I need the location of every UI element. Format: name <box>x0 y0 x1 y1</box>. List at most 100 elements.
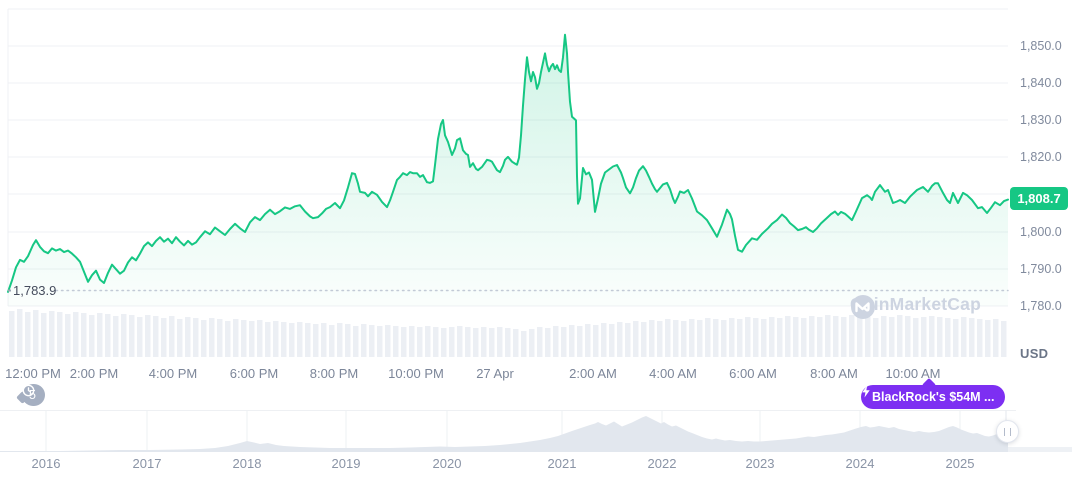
volume-bar <box>561 327 567 357</box>
volume-bar <box>361 324 367 357</box>
volume-bar <box>745 317 751 357</box>
y-axis-tick-label: 1,780.0 <box>1020 299 1062 313</box>
x-axis-tick-label: 6:00 PM <box>229 366 279 381</box>
volume-bar <box>369 325 375 357</box>
news-flash-badge[interactable]: BlackRock's $54M ... <box>861 377 1006 409</box>
volume-bar <box>769 317 775 357</box>
volume-bar <box>721 320 727 357</box>
volume-bar <box>329 325 335 357</box>
volume-bar <box>9 311 15 357</box>
navigator-year-label: 2020 <box>432 456 462 471</box>
volume-bar <box>553 326 559 357</box>
volume-bar <box>441 328 447 357</box>
volume-bar <box>921 317 927 357</box>
navigator-year-label: 2024 <box>845 456 875 471</box>
volume-bar <box>297 322 303 357</box>
navigator-area-deselected <box>1008 447 1072 452</box>
volume-bar <box>17 309 23 357</box>
volume-bar <box>489 328 495 357</box>
volume-bar <box>937 317 943 357</box>
volume-bar <box>953 319 959 357</box>
history-badge[interactable]: 5 <box>22 384 45 406</box>
volume-bar <box>513 329 519 357</box>
navigator-year-label: 2025 <box>945 456 975 471</box>
volume-bar <box>345 324 351 357</box>
volume-bar <box>633 321 639 357</box>
volume-bar <box>585 324 591 357</box>
volume-bar <box>73 312 79 357</box>
volume-bar <box>153 316 159 357</box>
navigator-brush-area[interactable] <box>0 411 1016 453</box>
y-axis-unit-label: USD <box>1020 346 1049 361</box>
volume-bar <box>961 317 967 357</box>
volume-bar <box>817 317 823 357</box>
volume-bar <box>209 318 215 357</box>
x-axis-tick-label: 2:00 PM <box>69 366 119 381</box>
volume-bar <box>289 323 295 357</box>
volume-bar <box>65 314 71 357</box>
x-axis-tick-label: 10:00 PM <box>388 366 444 381</box>
volume-bar <box>729 318 735 357</box>
volume-bar <box>641 322 647 357</box>
current-price-value: 1,808.7 <box>1017 191 1061 206</box>
y-axis-tick-label: 1,840.0 <box>1020 76 1062 90</box>
x-axis-tick-label: 6:00 AM <box>729 366 777 381</box>
volume-bar <box>377 326 383 357</box>
volume-bar <box>737 319 743 357</box>
x-axis-tick-label: 8:00 AM <box>810 366 858 381</box>
x-axis-tick-label: 4:00 AM <box>649 366 697 381</box>
volume-bar <box>465 327 471 357</box>
volume-bar <box>89 315 95 357</box>
volume-bar <box>193 318 199 357</box>
volume-bar <box>281 322 287 357</box>
volume-bar <box>993 319 999 357</box>
y-axis-tick-label: 1,830.0 <box>1020 113 1062 127</box>
volume-bar <box>753 318 759 357</box>
navigator-year-label: 2021 <box>547 456 577 471</box>
volume-bar <box>1001 321 1007 357</box>
volume-bar <box>705 318 711 357</box>
volume-bar <box>945 318 951 357</box>
history-count: 5 <box>29 388 36 402</box>
volume-bar <box>545 328 551 357</box>
volume-bar <box>889 317 895 357</box>
volume-bar <box>217 319 223 357</box>
volume-bar <box>265 322 271 357</box>
price-area-fill <box>8 34 1008 307</box>
volume-bar <box>145 315 151 357</box>
volume-bar <box>161 318 167 357</box>
volume-bar <box>793 317 799 357</box>
navigator-area <box>0 416 1008 452</box>
volume-bar <box>625 323 631 357</box>
volume-bar <box>401 327 407 357</box>
volume-bar <box>905 316 911 357</box>
x-axis-tick-label: 2:00 AM <box>569 366 617 381</box>
volume-bar <box>185 317 191 357</box>
volume-bar <box>177 319 183 357</box>
volume-bar <box>273 321 279 357</box>
volume-bar <box>481 327 487 357</box>
clock-icon <box>22 384 35 397</box>
volume-bar <box>665 319 671 357</box>
navigator-year-label: 2017 <box>132 456 162 471</box>
lightning-icon <box>862 385 870 398</box>
volume-bar <box>801 318 807 357</box>
volume-bar <box>529 329 535 357</box>
volume-bar <box>113 316 119 357</box>
volume-bar <box>649 320 655 357</box>
volume-bar <box>609 324 615 357</box>
volume-bar <box>169 316 175 357</box>
volume-bar <box>321 323 327 357</box>
volume-bar <box>473 328 479 357</box>
volume-bar <box>785 316 791 357</box>
y-axis-tick-label: 1,790.0 <box>1020 262 1062 276</box>
volume-bar <box>657 321 663 357</box>
volume-bar <box>97 313 103 357</box>
navigator-right-handle[interactable] <box>996 420 1019 443</box>
volume-bar <box>257 320 263 357</box>
volume-bar <box>49 311 55 357</box>
y-axis-tick-label: 1,800.0 <box>1020 225 1062 239</box>
volume-bar <box>249 321 255 357</box>
